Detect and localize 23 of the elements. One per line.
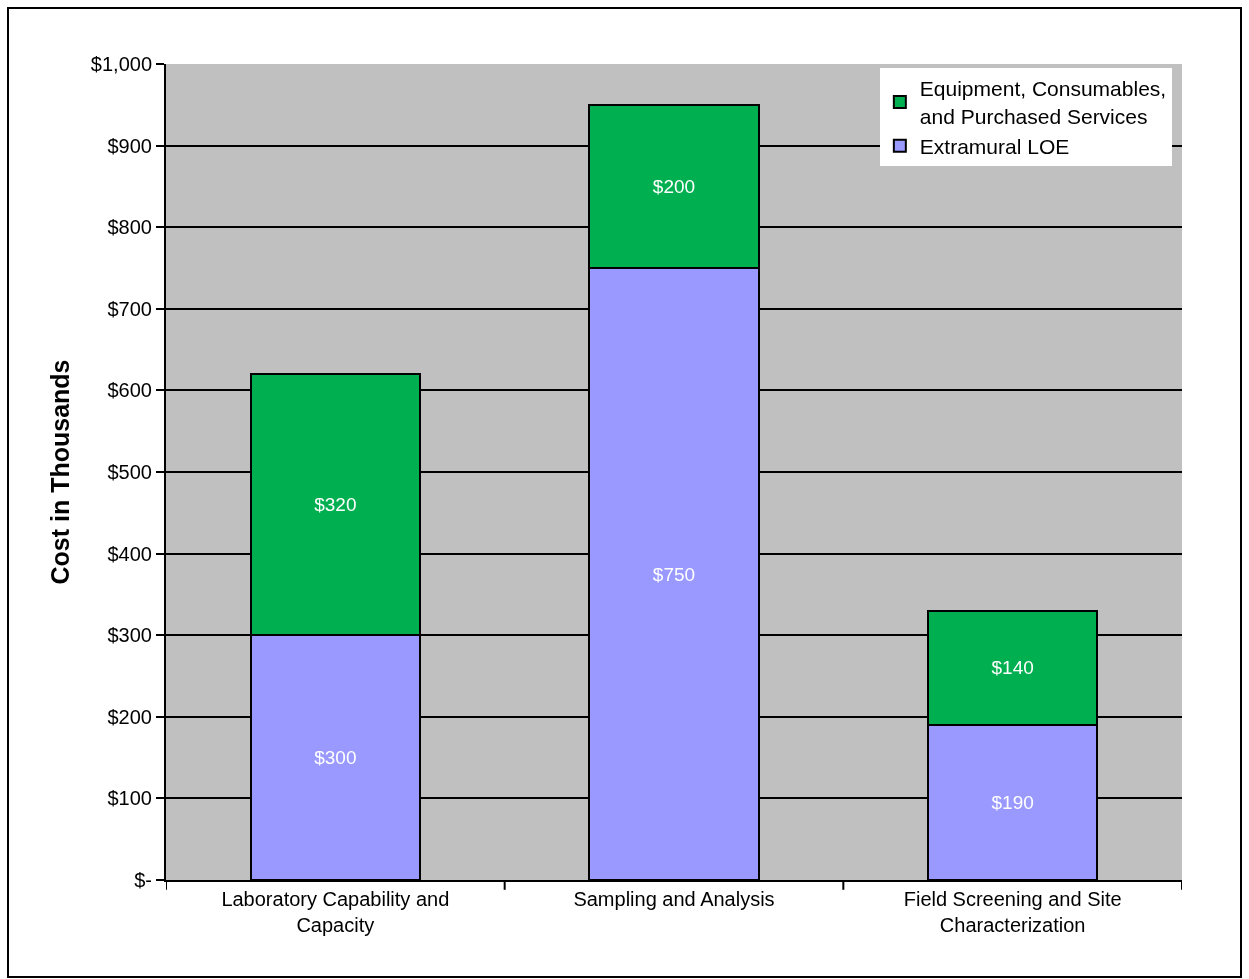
y-axis-title: Cost in Thousands bbox=[46, 359, 75, 585]
data-label: $140 bbox=[991, 657, 1034, 679]
x-tick-label: Field Screening and Site Characterization bbox=[903, 888, 1122, 936]
y-tick-label: $400 bbox=[107, 542, 152, 565]
y-tick-label: $1,000 bbox=[90, 53, 152, 75]
y-tick-label: $600 bbox=[107, 379, 152, 402]
data-label: $190 bbox=[991, 791, 1034, 813]
legend-label: Extramural LOE bbox=[919, 135, 1070, 159]
y-tick-label: $100 bbox=[107, 787, 152, 810]
data-label: $300 bbox=[314, 747, 357, 769]
data-label: $750 bbox=[652, 563, 696, 585]
y-tick-label: $200 bbox=[107, 705, 152, 728]
x-tick-label: Sampling and Analysis bbox=[573, 888, 775, 910]
y-tick-label: $800 bbox=[107, 216, 152, 239]
y-tick-label: $300 bbox=[107, 624, 152, 647]
y-tick-label: $500 bbox=[107, 461, 152, 483]
y-tick-label: $700 bbox=[107, 297, 152, 320]
data-label: $200 bbox=[652, 175, 696, 197]
y-tick-label: $900 bbox=[107, 134, 152, 157]
data-label: $320 bbox=[314, 494, 357, 516]
x-tick-label: Laboratory Capability and Capacity bbox=[221, 888, 450, 936]
legend-label: Equipment, Consumables, and Purchased Services bbox=[919, 77, 1167, 128]
y-tick-label: $- bbox=[134, 869, 152, 891]
